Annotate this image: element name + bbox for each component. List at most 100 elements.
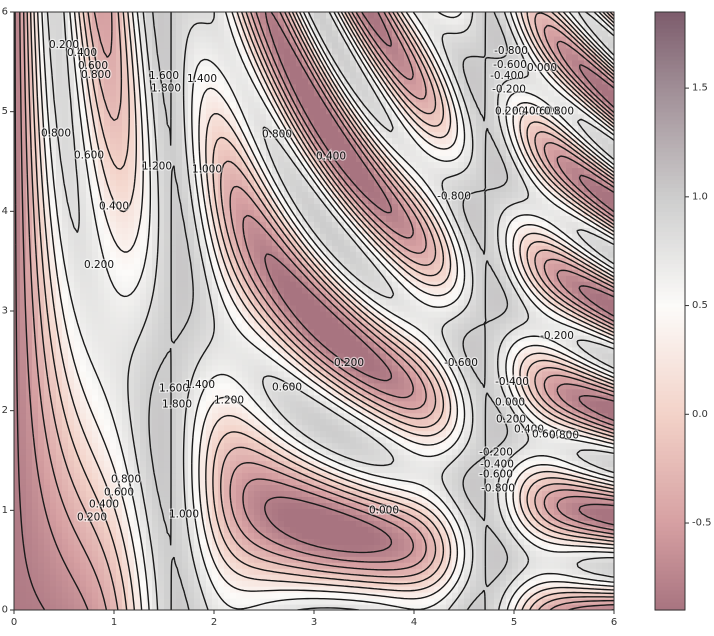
heatmap-cell (26, 359, 33, 366)
heatmap-cell (104, 413, 111, 420)
heatmap-cell (134, 371, 141, 378)
heatmap-cell (200, 179, 207, 186)
heatmap-cell (260, 365, 267, 372)
heatmap-cell (176, 132, 183, 139)
heatmap-cell (164, 425, 171, 432)
heatmap-cell (134, 544, 141, 551)
heatmap-cell (134, 138, 141, 145)
heatmap-cell (182, 359, 189, 366)
heatmap-cell (176, 269, 183, 276)
heatmap-cell (92, 592, 99, 599)
heatmap-cell (296, 520, 303, 527)
heatmap-cell (254, 496, 261, 503)
heatmap-cell (164, 239, 171, 246)
heatmap-cell (80, 323, 87, 330)
heatmap-cell (158, 472, 165, 479)
heatmap-cell (68, 323, 75, 330)
heatmap-cell (278, 490, 285, 497)
heatmap-cell (122, 329, 129, 336)
heatmap-cell (266, 461, 273, 468)
heatmap-cell (206, 395, 213, 402)
heatmap-cell (224, 167, 231, 174)
heatmap-cell (230, 544, 237, 551)
heatmap-cell (188, 365, 195, 372)
heatmap-cell (128, 329, 135, 336)
heatmap-cell (74, 502, 81, 509)
heatmap-cell (32, 550, 39, 557)
heatmap-cell (218, 144, 225, 151)
heatmap-cell (50, 329, 57, 336)
heatmap-cell (278, 401, 285, 408)
heatmap-cell (128, 233, 135, 240)
heatmap-cell (224, 36, 231, 43)
heatmap-cell (122, 299, 129, 306)
heatmap-cell (116, 455, 123, 462)
heatmap-cell (20, 48, 27, 55)
heatmap-cell (98, 413, 105, 420)
heatmap-cell (188, 329, 195, 336)
heatmap-cell (194, 48, 201, 55)
heatmap-cell (74, 299, 81, 306)
heatmap-cell (302, 78, 309, 85)
heatmap-cell (260, 490, 267, 497)
heatmap-cell (32, 526, 39, 533)
heatmap-cell (80, 574, 87, 581)
heatmap-cell (104, 592, 111, 599)
heatmap-cell (254, 120, 261, 127)
heatmap-cell (56, 173, 63, 180)
heatmap-cell (176, 449, 183, 456)
heatmap-cell (212, 132, 219, 139)
heatmap-cell (146, 353, 153, 360)
heatmap-cell (176, 341, 183, 348)
heatmap-cell (296, 395, 303, 402)
heatmap-cell (86, 461, 93, 468)
heatmap-cell (122, 431, 129, 438)
heatmap-cell (188, 353, 195, 360)
heatmap-cell (104, 586, 111, 593)
heatmap-cell (92, 389, 99, 396)
heatmap-cell (218, 18, 225, 25)
heatmap-cell (62, 78, 69, 85)
heatmap-cell (14, 233, 21, 240)
heatmap-cell (296, 66, 303, 73)
heatmap-cell (56, 30, 63, 37)
heatmap-cell (272, 526, 279, 533)
heatmap-cell (242, 102, 249, 109)
heatmap-cell (230, 311, 237, 318)
heatmap-cell (116, 263, 123, 270)
heatmap-cell (68, 502, 75, 509)
heatmap-cell (236, 335, 243, 342)
heatmap-cell (116, 335, 123, 342)
heatmap-cell (116, 592, 123, 599)
heatmap-cell (224, 173, 231, 180)
heatmap-cell (116, 389, 123, 396)
heatmap-cell (236, 359, 243, 366)
heatmap-cell (44, 544, 51, 551)
heatmap-cell (68, 197, 75, 204)
heatmap-cell (80, 449, 87, 456)
heatmap-cell (182, 365, 189, 372)
heatmap-cell (38, 526, 45, 533)
heatmap-cell (164, 431, 171, 438)
heatmap-cell (134, 317, 141, 324)
heatmap-cell (278, 556, 285, 563)
heatmap-cell (272, 413, 279, 420)
heatmap-cell (50, 496, 57, 503)
heatmap-cell (260, 472, 267, 479)
heatmap-cell (158, 311, 165, 318)
heatmap-cell (284, 514, 291, 521)
heatmap-cell (68, 257, 75, 264)
heatmap-cell (14, 568, 21, 575)
heatmap-cell (104, 287, 111, 294)
heatmap-cell (122, 443, 129, 450)
heatmap-cell (206, 185, 213, 192)
heatmap-cell (122, 281, 129, 288)
heatmap-cell (68, 490, 75, 497)
heatmap-cell (80, 556, 87, 563)
heatmap-cell (14, 227, 21, 234)
heatmap-cell (158, 431, 165, 438)
heatmap-cell (140, 466, 147, 473)
heatmap-cell (236, 455, 243, 462)
heatmap-cell (80, 191, 87, 198)
heatmap-cell (14, 598, 21, 605)
